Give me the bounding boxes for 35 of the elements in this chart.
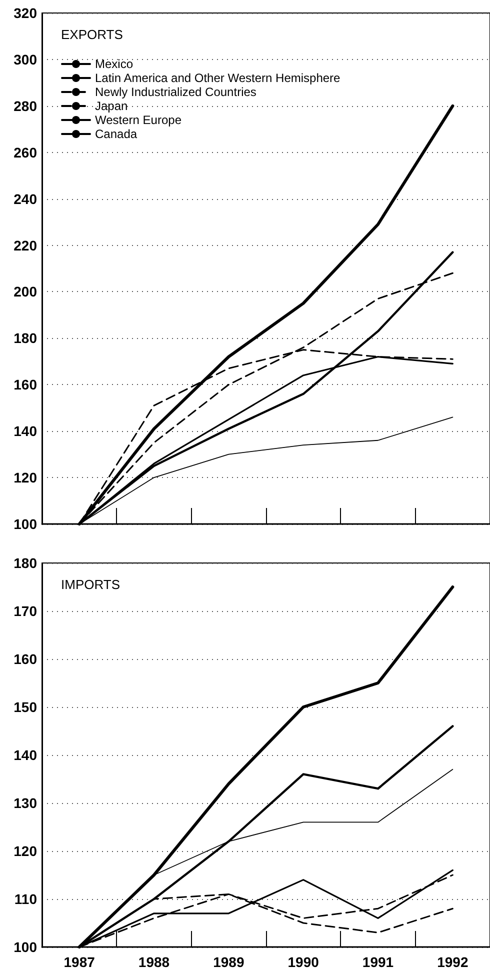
y-tick-label: 160: [14, 376, 38, 393]
y-tick-label: 240: [14, 190, 38, 207]
legend-label: Latin America and Other Western Hemisphere: [95, 71, 341, 85]
y-tick-label: 100: [14, 939, 38, 955]
y-tick-label: 150: [14, 699, 38, 715]
y-tick-label: 300: [14, 51, 38, 68]
legend-label: Western Europe: [95, 113, 182, 127]
y-tick-label: 120: [14, 470, 38, 486]
y-tick-label: 140: [14, 747, 38, 763]
x-tick-label: 1991: [362, 954, 394, 970]
y-tick-label: 140: [14, 423, 38, 440]
text: EXPORTS: [61, 27, 124, 42]
y-tick-label: 180: [14, 330, 38, 346]
x-tick-label: 1990: [288, 954, 320, 970]
legend-label: Mexico: [95, 57, 134, 71]
text: IMPORTS: [61, 577, 120, 592]
y-tick-label: 260: [14, 144, 38, 160]
y-tick-label: 200: [14, 284, 38, 300]
y-tick-label: 120: [14, 843, 38, 859]
x-tick-label: 1992: [437, 954, 468, 970]
legend-label: Canada: [95, 127, 138, 141]
y-tick-label: 110: [14, 891, 38, 907]
x-tick-label: 1987: [64, 954, 96, 970]
y-tick-label: 130: [14, 795, 38, 811]
x-tick-label: 1989: [213, 954, 244, 970]
y-tick-label: 160: [14, 651, 38, 667]
y-tick-label: 320: [14, 5, 38, 21]
y-tick-label: 100: [14, 516, 38, 532]
y-tick-label: 220: [14, 237, 38, 254]
y-tick-label: 280: [14, 98, 38, 114]
legend-label: Newly Industrialized Countries: [95, 85, 256, 99]
legend-label: Japan: [95, 99, 128, 113]
y-tick-label: 170: [14, 603, 38, 619]
y-tick-label: 180: [14, 555, 38, 571]
x-tick-label: 1988: [138, 954, 170, 970]
